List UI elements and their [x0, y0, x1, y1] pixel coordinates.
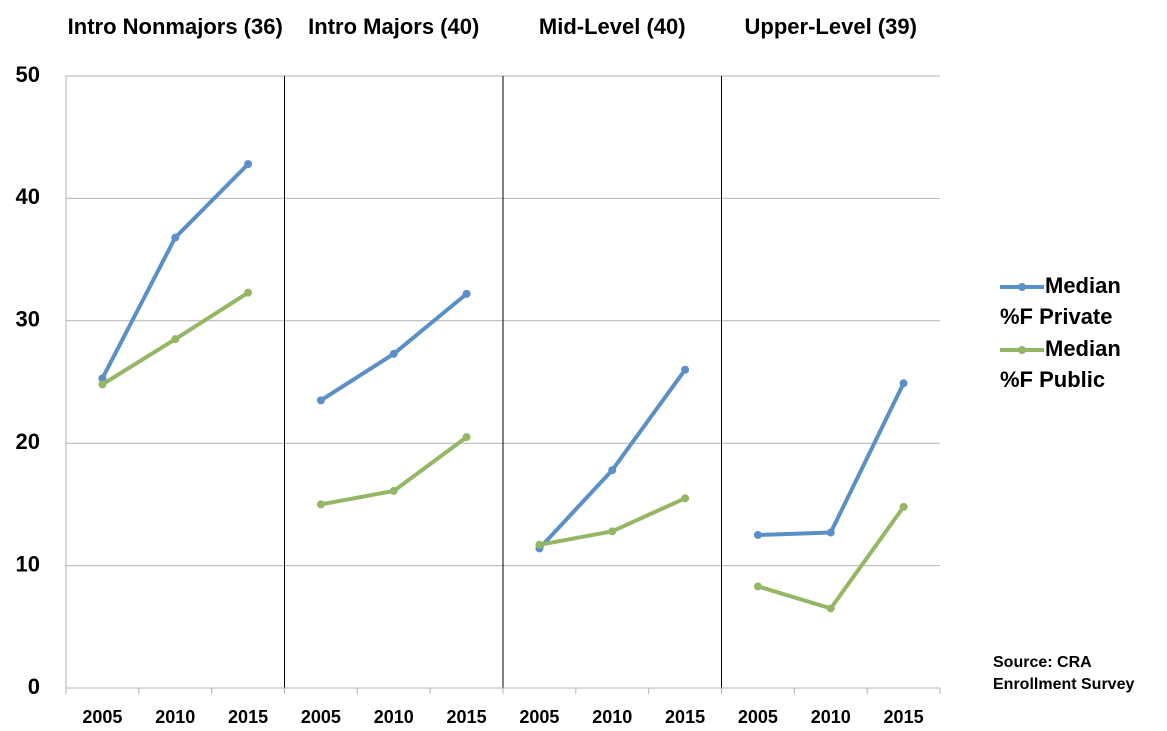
- point: [171, 233, 180, 242]
- point: [826, 604, 835, 613]
- series-line: [537, 368, 687, 550]
- point: [535, 540, 544, 549]
- point: [389, 486, 398, 495]
- point: [899, 379, 908, 388]
- x-tick-label: 2005: [82, 707, 122, 727]
- y-tick-label: 0: [28, 674, 40, 699]
- point: [316, 500, 325, 509]
- series-line: [319, 292, 468, 403]
- legend-dot: [1018, 346, 1026, 354]
- point: [753, 582, 762, 591]
- point: [681, 365, 690, 374]
- legend-label: Median %F Public: [1000, 336, 1121, 392]
- x-tick-label: 2010: [374, 707, 414, 727]
- x-tick-label: 2005: [738, 707, 778, 727]
- series-line: [100, 162, 250, 380]
- point: [462, 289, 471, 298]
- point: [753, 531, 762, 539]
- series-line: [757, 382, 906, 537]
- point: [899, 502, 908, 511]
- y-tick-label: 20: [16, 429, 40, 454]
- x-tick-label: 2010: [155, 707, 195, 727]
- x-tick-label: 2010: [811, 707, 851, 727]
- x-tick-label: 2015: [665, 707, 705, 727]
- legend-dot: [1018, 283, 1026, 291]
- point: [389, 349, 398, 358]
- point: [244, 288, 253, 297]
- point: [98, 380, 107, 389]
- x-tick-label: 2015: [884, 707, 924, 727]
- x-tick-label: 2015: [228, 707, 268, 727]
- point: [316, 396, 325, 405]
- x-tick-label: 2005: [301, 707, 341, 727]
- y-tick-label: 50: [16, 62, 40, 87]
- group-title: Mid-Level (40): [538, 14, 686, 39]
- point: [608, 527, 617, 536]
- legend-label: Median %F Private: [1000, 273, 1121, 329]
- group-title: Intro Nonmajors (36): [67, 14, 283, 39]
- point: [681, 494, 690, 503]
- point: [171, 335, 180, 344]
- point: [608, 466, 617, 475]
- x-tick-label: 2015: [447, 707, 487, 727]
- point: [98, 374, 107, 383]
- y-tick-label: 30: [16, 307, 40, 332]
- group-title: Intro Majors (40): [308, 14, 480, 39]
- y-tick-label: 40: [16, 184, 40, 209]
- group-title: Upper-Level (39): [744, 14, 917, 39]
- x-tick-label: 2010: [592, 707, 632, 727]
- point: [826, 528, 835, 537]
- point: [244, 160, 253, 169]
- series-line: [539, 496, 686, 547]
- x-tick-label: 2005: [519, 707, 559, 727]
- y-tick-label: 10: [16, 551, 40, 576]
- point: [462, 433, 471, 442]
- source-note: Source: CRA Enrollment Survey: [993, 654, 1135, 693]
- series-line: [757, 505, 906, 611]
